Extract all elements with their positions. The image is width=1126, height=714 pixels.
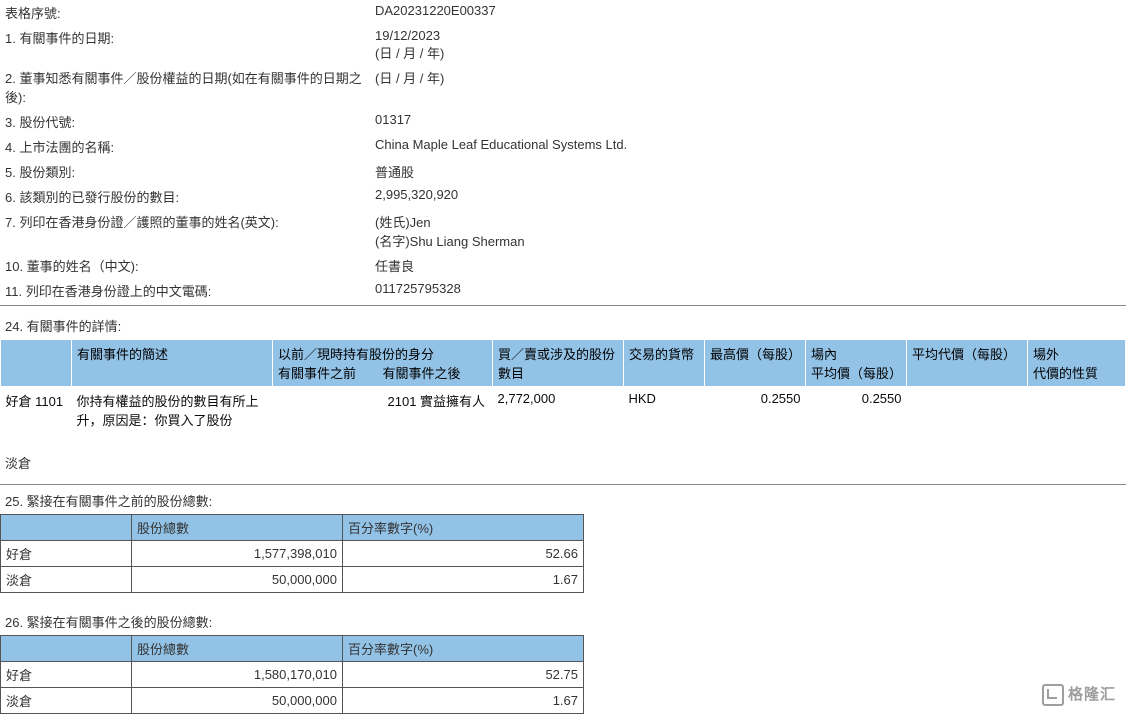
watermark-text: 格隆汇 [1068, 686, 1116, 703]
form-value: China Maple Leaf Educational Systems Ltd… [370, 134, 1126, 159]
form-label: 10. 董事的姓名（中文): [0, 253, 370, 278]
table-row: 好倉1,577,398,01052.66 [1, 541, 584, 567]
pct-cell: 52.75 [343, 662, 584, 688]
form-value: 普通股 [370, 159, 1126, 184]
table-row: 好倉1,580,170,01052.75 [1, 662, 584, 688]
document-container: 表格序號:DA20231220E003371. 有關事件的日期:19/12/20… [0, 0, 1126, 714]
event-code: 1101 [35, 394, 63, 409]
row-label: 淡倉 [1, 688, 132, 714]
pct-cell: 1.67 [343, 688, 584, 714]
nature-value [1028, 387, 1126, 434]
section-24-long-row: 好倉 1101 你持有權益的股份的數目有所上升，原因是：你買入了股份 2101 … [1, 387, 1126, 434]
form-label: 表格序號: [0, 0, 370, 25]
form-value: (日 / 月 / 年) [370, 65, 1126, 109]
shares-cell: 50,000,000 [132, 567, 343, 593]
section-26-title: 26. 緊接在有關事件之後的股份總數: [0, 608, 1126, 635]
blank-header [1, 515, 132, 541]
pct-header: 百分率數字(%) [343, 515, 584, 541]
col-high: 最高價（每股） [705, 340, 806, 387]
section-26-table: 股份總數 百分率數字(%) 好倉1,580,170,01052.75淡倉50,0… [0, 635, 584, 714]
form-label: 11. 列印在香港身份證上的中文電碼: [0, 278, 370, 303]
section-24-title: 24. 有關事件的詳情: [0, 312, 1126, 339]
shares-count: 2,772,000 [493, 387, 624, 434]
divider [0, 305, 1126, 306]
shares-header: 股份總數 [132, 515, 343, 541]
section-24-header-row: 有關事件的簡述 以前／現時持有股份的身分 有關事件之前 有關事件之後 買／賣或涉… [1, 340, 1126, 387]
section-24-table: 有關事件的簡述 以前／現時持有股份的身分 有關事件之前 有關事件之後 買／賣或涉… [0, 339, 1126, 433]
divider [0, 484, 1126, 485]
col-capacity: 以前／現時持有股份的身分 [278, 344, 487, 363]
table-row: 淡倉50,000,0001.67 [1, 567, 584, 593]
form-label: 6. 該類別的已發行股份的數目: [0, 184, 370, 209]
col-before: 有關事件之前 [278, 363, 383, 382]
row-label: 好倉 [1, 541, 132, 567]
event-description: 你持有權益的股份的數目有所上升，原因是：你買入了股份 [72, 387, 273, 434]
form-sub-value: (日 / 月 / 年) [375, 68, 1121, 87]
col-avg-onfloor: 場內 平均價（每股） [806, 340, 907, 387]
form-label: 1. 有關事件的日期: [0, 25, 370, 65]
form-label: 7. 列印在香港身份證／護照的董事的姓名(英文): [0, 209, 370, 253]
col-shares: 買／賣或涉及的股份數目 [493, 340, 624, 387]
form-value: 2,995,320,920 [370, 184, 1126, 209]
shares-header: 股份總數 [132, 636, 343, 662]
avg-price-2 [907, 387, 1028, 434]
form-sub-value: (名字)Shu Liang Sherman [375, 231, 1121, 250]
form-value: 任書良 [370, 253, 1126, 278]
section-25-title: 25. 緊接在有關事件之前的股份總數: [0, 487, 1126, 514]
watermark-logo-icon [1042, 684, 1064, 706]
pct-cell: 52.66 [343, 541, 584, 567]
section-24: 24. 有關事件的詳情: 有關事件的簡述 以前／現時持有股份的身分 有關事件之前… [0, 312, 1126, 482]
capacity-after-text: 實益擁有人 [420, 394, 485, 409]
form-info-table: 表格序號:DA20231220E003371. 有關事件的日期:19/12/20… [0, 0, 1126, 303]
avg-price-onfloor: 0.2550 [806, 387, 907, 434]
form-label: 5. 股份類別: [0, 159, 370, 184]
watermark: 格隆汇 [1042, 683, 1116, 706]
form-sub-value: (日 / 月 / 年) [375, 43, 1121, 62]
col-avg-price: 平均代價（每股） [907, 340, 1028, 387]
form-label: 4. 上市法團的名稱: [0, 134, 370, 159]
form-value: DA20231220E00337 [370, 0, 1126, 25]
currency-value: HKD [624, 387, 705, 434]
form-value: (姓氏)Jen(名字)Shu Liang Sherman [370, 209, 1126, 253]
form-value: 011725795328 [370, 278, 1126, 303]
position-short-label: 淡倉 [0, 433, 1126, 482]
shares-cell: 1,580,170,010 [132, 662, 343, 688]
capacity-after-code: 2101 [388, 394, 417, 409]
capacity-before [273, 387, 383, 434]
form-value: 01317 [370, 109, 1126, 134]
col-currency: 交易的貨幣 [624, 340, 705, 387]
form-label: 3. 股份代號: [0, 109, 370, 134]
form-label: 2. 董事知悉有關事件／股份權益的日期(如在有關事件的日期之後): [0, 65, 370, 109]
table-row: 淡倉50,000,0001.67 [1, 688, 584, 714]
pct-cell: 1.67 [343, 567, 584, 593]
section-25-table: 股份總數 百分率數字(%) 好倉1,577,398,01052.66淡倉50,0… [0, 514, 584, 593]
blank-header [1, 636, 132, 662]
position-long-label: 好倉 [6, 394, 32, 409]
pct-header: 百分率數字(%) [343, 636, 584, 662]
shares-cell: 50,000,000 [132, 688, 343, 714]
row-label: 好倉 [1, 662, 132, 688]
row-label: 淡倉 [1, 567, 132, 593]
shares-cell: 1,577,398,010 [132, 541, 343, 567]
col-after: 有關事件之後 [383, 363, 488, 382]
col-event-desc: 有關事件的簡述 [72, 340, 273, 387]
form-value: 19/12/2023(日 / 月 / 年) [370, 25, 1126, 65]
high-price: 0.2550 [705, 387, 806, 434]
col-offfloor-nature: 場外 代價的性質 [1028, 340, 1126, 387]
